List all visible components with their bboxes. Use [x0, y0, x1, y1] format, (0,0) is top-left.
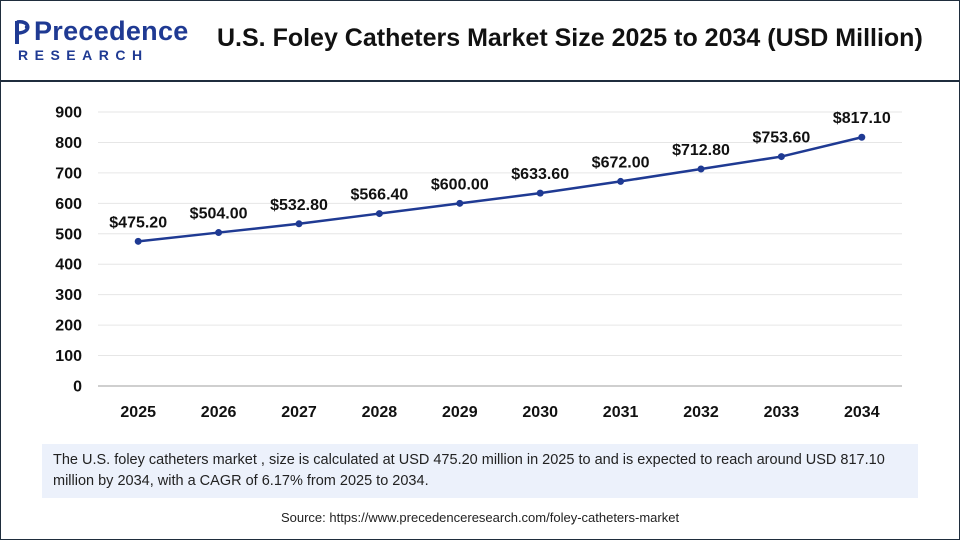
y-tick-label: 100	[55, 348, 82, 365]
series-line	[138, 136, 863, 243]
data-point	[456, 199, 464, 207]
data-point	[697, 165, 705, 173]
data-point	[777, 153, 785, 161]
y-tick-label: 900	[55, 105, 82, 122]
data-point	[536, 189, 544, 197]
data-point	[134, 237, 142, 245]
data-label: $712.80	[672, 142, 730, 159]
y-tick-label: 0	[73, 379, 82, 396]
data-label: $532.80	[270, 197, 328, 214]
header: Precedence RESEARCH U.S. Foley Catheters…	[0, 0, 960, 82]
x-tick-label: 2026	[201, 404, 237, 421]
x-tick-label: 2031	[603, 404, 639, 421]
source-citation: Source: https://www.precedenceresearch.c…	[280, 510, 680, 525]
x-tick-label: 2028	[362, 404, 398, 421]
data-point	[375, 210, 383, 218]
data-label: $504.00	[190, 206, 248, 223]
y-tick-label: 700	[55, 165, 82, 182]
x-tick-label: 2027	[281, 404, 317, 421]
x-axis: 2025 2026 2027 2028 2029 2030 2031 2032 2033 2034	[120, 404, 879, 421]
data-labels: $475.20 $504.00 $532.80 $566.40 $600.00 $633.…	[109, 110, 891, 231]
data-point	[295, 220, 303, 228]
data-label: $633.60	[511, 166, 569, 183]
data-label: $817.10	[833, 110, 891, 127]
x-tick-label: 2032	[683, 404, 719, 421]
data-label: $753.60	[752, 130, 810, 147]
x-tick-label: 2029	[442, 404, 478, 421]
summary-text: The U.S. foley catheters market , size i…	[53, 452, 885, 489]
y-tick-label: 400	[55, 257, 82, 274]
x-tick-label: 2033	[764, 404, 800, 421]
logo-subtitle: RESEARCH	[18, 47, 149, 63]
logo-word: Precedence	[34, 16, 189, 46]
y-axis: 0 100 200 300 400 500 600 700 800 900	[55, 105, 82, 396]
chart-title: U.S. Foley Catheters Market Size 2025 to…	[217, 24, 923, 52]
data-label: $475.20	[109, 214, 167, 231]
x-tick-label: 2025	[120, 404, 156, 421]
data-label: $600.00	[431, 176, 489, 193]
data-label: $566.40	[350, 187, 408, 204]
data-points	[134, 133, 866, 245]
y-tick-label: 800	[55, 135, 82, 152]
y-tick-label: 500	[55, 226, 82, 243]
brand-logo: Precedence RESEARCH	[14, 16, 188, 64]
logo-mark-icon	[15, 20, 30, 44]
y-tick-label: 200	[55, 318, 82, 335]
x-tick-label: 2030	[522, 404, 558, 421]
data-label: $672.00	[592, 154, 650, 171]
data-point	[215, 229, 223, 237]
y-tick-label: 300	[55, 287, 82, 304]
gridlines	[98, 111, 902, 387]
data-point	[858, 133, 866, 141]
summary-note: The U.S. foley catheters market , size i…	[42, 444, 918, 498]
data-point	[617, 177, 625, 185]
x-tick-label: 2034	[844, 404, 880, 421]
y-tick-label: 600	[55, 196, 82, 213]
